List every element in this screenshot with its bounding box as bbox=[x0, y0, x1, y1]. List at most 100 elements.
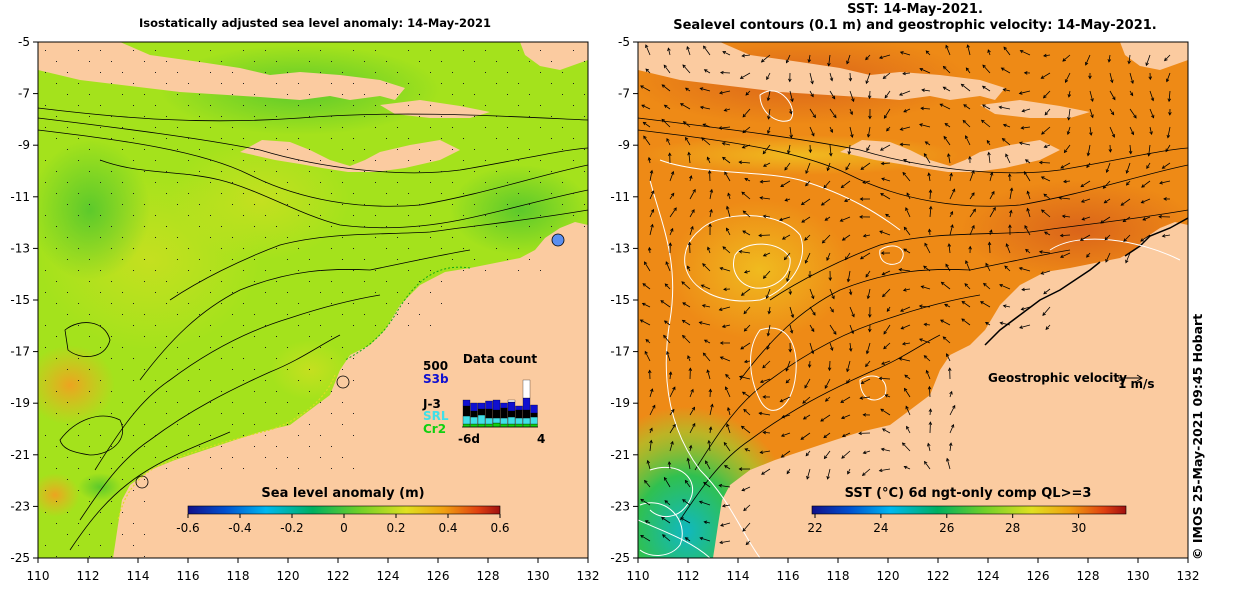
sla-dot bbox=[562, 94, 563, 95]
sla-dot bbox=[199, 94, 200, 95]
velocity-arrowhead bbox=[1141, 184, 1145, 188]
velocity-arrowhead bbox=[1081, 217, 1086, 221]
velocity-arrow bbox=[863, 450, 871, 454]
velocity-arrowhead bbox=[961, 318, 965, 322]
sla-dot bbox=[276, 336, 277, 337]
velocity-arrowhead bbox=[800, 201, 805, 206]
sla-dot bbox=[56, 171, 57, 172]
sla-dot bbox=[166, 83, 167, 84]
sla-dot bbox=[518, 193, 519, 194]
sla-dot bbox=[474, 259, 475, 260]
sla-dot bbox=[276, 391, 277, 392]
velocity-arrow bbox=[865, 270, 871, 278]
velocity-arrowhead bbox=[865, 350, 870, 355]
velocity-arrowhead bbox=[786, 470, 790, 475]
sla-dot bbox=[122, 534, 123, 535]
velocity-arrowhead bbox=[738, 249, 743, 254]
velocity-arrowhead bbox=[1038, 250, 1043, 254]
sla-dot bbox=[221, 358, 222, 359]
colorbar-tick-label: 0.6 bbox=[490, 521, 509, 535]
sla-dot bbox=[133, 50, 134, 51]
velocity-arrowhead bbox=[829, 152, 833, 157]
velocity-arrowhead bbox=[903, 159, 907, 163]
velocity-arrow bbox=[1004, 265, 1011, 272]
sla-dot bbox=[177, 369, 178, 370]
velocity-arrow bbox=[929, 206, 932, 218]
sla-dot bbox=[221, 391, 222, 392]
x-tick-label: 128 bbox=[1077, 569, 1100, 583]
sla-dot bbox=[232, 369, 233, 370]
velocity-arrowhead bbox=[743, 359, 748, 364]
velocity-arrow bbox=[1003, 305, 1011, 308]
sla-dot bbox=[78, 215, 79, 216]
velocity-arrow bbox=[846, 378, 851, 384]
sla-dot bbox=[441, 193, 442, 194]
velocity-arrowhead bbox=[780, 433, 785, 437]
velocity-legend-scale: 1 m/s bbox=[1118, 377, 1155, 391]
velocity-arrow bbox=[642, 302, 651, 308]
velocity-arrowhead bbox=[1040, 75, 1045, 79]
velocity-arrowhead bbox=[881, 361, 885, 365]
velocity-arrowhead bbox=[703, 339, 708, 343]
sla-dot bbox=[100, 347, 101, 348]
velocity-arrowhead bbox=[1080, 183, 1085, 188]
velocity-arrow bbox=[1039, 161, 1051, 164]
sla-dot bbox=[430, 160, 431, 161]
sla-dot bbox=[540, 270, 541, 271]
velocity-arrowhead bbox=[721, 142, 726, 146]
sla-dot bbox=[518, 160, 519, 161]
velocity-arrowhead bbox=[881, 428, 886, 432]
sla-dot bbox=[265, 160, 266, 161]
x-tick-label: 122 bbox=[927, 569, 950, 583]
sla-dot bbox=[507, 94, 508, 95]
velocity-arrowhead bbox=[846, 368, 850, 373]
velocity-arrowhead bbox=[673, 207, 677, 211]
sla-dot bbox=[287, 94, 288, 95]
sla-dot bbox=[122, 457, 123, 458]
x-tick-label: 132 bbox=[1177, 569, 1200, 583]
sla-dot bbox=[276, 226, 277, 227]
sla-dot bbox=[309, 94, 310, 95]
velocity-arrowhead bbox=[999, 321, 1004, 326]
sla-dot bbox=[122, 182, 123, 183]
velocity-arrow bbox=[1082, 216, 1091, 220]
velocity-arrowhead bbox=[862, 413, 867, 417]
data-count-bar bbox=[522, 397, 531, 411]
sla-dot bbox=[232, 149, 233, 150]
sla-dot bbox=[144, 94, 145, 95]
velocity-arrowhead bbox=[962, 119, 967, 124]
sla-dot bbox=[496, 171, 497, 172]
velocity-arrow bbox=[740, 72, 751, 79]
sla-dot bbox=[100, 50, 101, 51]
velocity-arrowhead bbox=[1140, 200, 1145, 204]
sla-dot bbox=[111, 413, 112, 414]
sla-dot bbox=[210, 270, 211, 271]
velocity-arrowhead bbox=[1043, 53, 1047, 58]
sla-dot bbox=[408, 83, 409, 84]
sla-dot bbox=[463, 50, 464, 51]
sla-dot bbox=[111, 391, 112, 392]
velocity-arrow bbox=[965, 260, 971, 272]
velocity-arrow bbox=[841, 450, 851, 459]
sla-dot bbox=[485, 50, 486, 51]
velocity-arrowhead bbox=[846, 278, 851, 283]
velocity-arrow bbox=[741, 425, 751, 434]
velocity-arrow bbox=[649, 170, 653, 182]
velocity-arrowhead bbox=[824, 385, 828, 389]
velocity-arrow bbox=[865, 54, 871, 60]
velocity-arrowhead bbox=[861, 472, 866, 476]
velocity-arrowhead bbox=[720, 523, 724, 527]
velocity-arrowhead bbox=[778, 217, 783, 222]
velocity-arrow bbox=[989, 229, 992, 236]
y-tick-label: -13 bbox=[10, 241, 30, 255]
sla-dot bbox=[221, 61, 222, 62]
velocity-arrow bbox=[905, 207, 911, 218]
sla-dot bbox=[551, 171, 552, 172]
velocity-arrowhead bbox=[923, 355, 928, 359]
sla-dot bbox=[397, 259, 398, 260]
velocity-arrow bbox=[963, 104, 971, 110]
velocity-arrowhead bbox=[948, 442, 953, 446]
sla-dot bbox=[78, 248, 79, 249]
x-tick-label: 114 bbox=[727, 569, 750, 583]
sla-dot bbox=[133, 248, 134, 249]
